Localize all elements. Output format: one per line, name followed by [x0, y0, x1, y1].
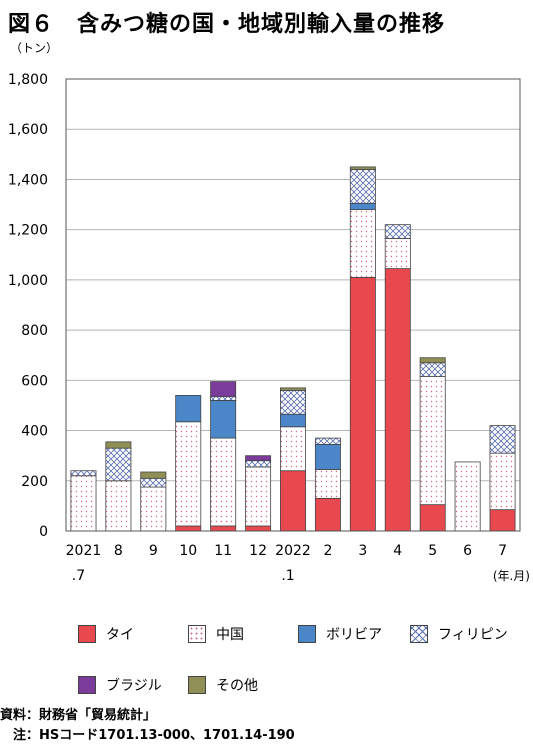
legend-label: ブラジル [106, 678, 162, 694]
y-tick-label: 200 [21, 474, 48, 490]
bar-segment-4 [210, 396, 237, 401]
bar-segment-4 [489, 425, 516, 454]
bar-segment-3 [280, 413, 306, 428]
bar-segment-2 [245, 466, 272, 527]
bar-segment-4 [384, 224, 411, 239]
legend-label: 中国 [216, 627, 244, 643]
x-tick-label: 2 [323, 543, 332, 559]
bar-segment-3 [210, 400, 237, 439]
y-unit-label: （トン） [10, 41, 58, 55]
bar-segment-3 [349, 202, 376, 210]
y-tick-label: 600 [21, 373, 48, 389]
bars [70, 166, 516, 532]
bar-segment-4 [70, 470, 97, 477]
legend-item-4: フィリピン [410, 624, 508, 644]
legend-swatch [78, 625, 96, 643]
hs-code-note: 注：HSコード1701.13-000、1701.14-190 [0, 728, 295, 743]
bar-segment-6 [419, 357, 446, 364]
x-tick-label: 4 [393, 543, 402, 559]
x-tick-sublabel: .7 [72, 568, 85, 584]
bar-segment-6 [105, 441, 132, 449]
bar-segment-1 [419, 504, 446, 532]
bar-segment-4 [349, 168, 376, 204]
bar-segment-1 [349, 276, 376, 532]
legend-item-2: 中国 [188, 624, 244, 644]
bar-segment-2 [175, 421, 202, 527]
x-tick-label: 2022 [275, 543, 311, 559]
y-tick-label: 1,800 [8, 72, 48, 88]
axes [65, 78, 521, 532]
bar-segment-2 [384, 238, 411, 269]
x-tick-label: 8 [114, 543, 123, 559]
bar-segment-4 [419, 362, 446, 377]
legend-label: タイ [106, 627, 134, 643]
bar-segment-2 [489, 452, 516, 511]
legend-label: その他 [216, 678, 258, 694]
bar-segment-6 [140, 471, 167, 479]
y-tick-label: 1,600 [8, 122, 48, 138]
legend-item-5: ブラジル [78, 675, 162, 695]
legend-swatch [410, 625, 428, 643]
y-tick-label: 1,400 [8, 172, 48, 188]
x-tick-label: 10 [179, 543, 197, 559]
bar-segment-2 [454, 461, 481, 532]
bar-segment-4 [245, 460, 272, 468]
legend-swatch [188, 676, 206, 694]
x-tick-label: 5 [428, 543, 437, 559]
legend-swatch [188, 625, 206, 643]
bar-segment-4 [314, 437, 341, 445]
axis-labels: 0 200 400 600 800 1,000 1,200 1,400 1,600 1,800 （ト… [8, 41, 530, 584]
bar-segment-4 [140, 477, 167, 488]
y-tick-label: 400 [21, 424, 48, 440]
bar-segment-2 [105, 480, 132, 532]
y-tick-label: 1,200 [8, 223, 48, 239]
bar-segment-2 [314, 469, 341, 499]
bar-segment-1 [280, 470, 306, 532]
footnotes: 資料：財務省「貿易統計」 注：HSコード1701.13-000、1701.14-… [0, 706, 295, 746]
bar-segment-5 [245, 455, 272, 462]
legend-label: フィリピン [438, 627, 508, 643]
bar-segment-2 [419, 376, 446, 506]
bar-segment-6 [280, 387, 306, 391]
x-tick-label: 7 [498, 543, 507, 559]
legend-swatch [78, 676, 96, 694]
x-tick-label: 9 [149, 543, 158, 559]
bar-segment-1 [489, 509, 516, 532]
plot-frame [65, 78, 521, 532]
x-tick-label: 2021 [66, 543, 102, 559]
x-tick-label: 11 [214, 543, 232, 559]
legend-item-6: その他 [188, 675, 258, 695]
bar-segment-2 [349, 209, 376, 278]
legend-label: ボリビア [326, 627, 382, 643]
x-unit-label: (年.月) [493, 569, 530, 583]
bar-segment-3 [314, 443, 341, 470]
source-note: 資料：財務省「貿易統計」 [0, 708, 157, 723]
x-tick-label: 3 [358, 543, 367, 559]
y-tick-label: 800 [21, 323, 48, 339]
legend-item-3: ボリビア [298, 624, 382, 644]
x-tick-label: 12 [249, 543, 267, 559]
stacked-bar-chart: 0 200 400 600 800 1,000 1,200 1,400 1,600 1,800 （ト… [8, 41, 530, 584]
bar-segment-2 [210, 437, 237, 527]
chart-title: 図６ 含みつ糖の国・地域別輸入量の推移 [8, 12, 446, 37]
legend-swatch [298, 625, 316, 643]
bar-segment-1 [384, 268, 411, 532]
x-tick-sublabel: .1 [281, 568, 294, 584]
x-tick-label: 6 [463, 543, 472, 559]
bar-segment-6 [349, 166, 376, 170]
bar-segment-1 [245, 525, 272, 532]
y-tick-label: 1,000 [8, 273, 48, 289]
bar-segment-3 [175, 394, 202, 423]
y-tick-label: 0 [39, 524, 48, 540]
bar-segment-2 [280, 426, 306, 472]
bar-segment-1 [175, 525, 202, 532]
bar-segment-2 [70, 475, 97, 532]
bar-segment-1 [314, 497, 341, 532]
bar-segment-1 [210, 525, 237, 532]
bar-segment-4 [105, 447, 132, 482]
bar-segment-2 [140, 486, 167, 532]
bar-segment-4 [280, 389, 306, 415]
bar-segment-5 [210, 381, 237, 398]
legend-item-1: タイ [78, 624, 134, 644]
